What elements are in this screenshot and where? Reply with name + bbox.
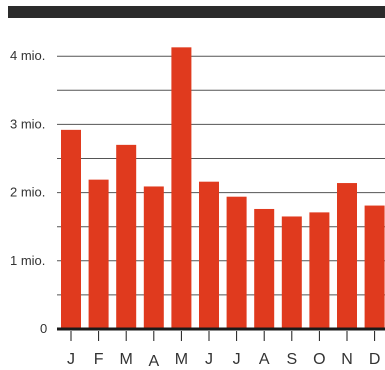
x-category-label-0: J [67,351,75,368]
x-category-label-7: A [259,351,270,368]
bar-6 [226,196,247,329]
bar-2 [116,144,137,329]
x-category-label-10: N [341,351,353,368]
bar-7 [254,208,275,329]
bar-9 [309,212,330,329]
bar-10 [337,183,357,329]
bar-5 [199,181,219,329]
gridlines [57,55,385,296]
y-tick-label-0: 0 [40,321,47,336]
axes [57,327,385,341]
x-category-label-1: F [94,351,104,368]
bar-11 [364,205,385,329]
x-category-label-5: J [205,351,213,368]
labels: 01 mio.2 mio.3 mio.4 mio.J F M A M J J A S O N D [10,48,380,370]
bar-0 [61,129,81,329]
x-category-label-9: O [313,351,325,368]
y-tick-label-2: 2 mio. [10,185,45,200]
y-tick-label-4: 4 mio. [10,48,45,63]
bars [61,47,385,330]
x-category-label-6: J [233,351,241,368]
bar-4 [171,47,192,330]
x-category-label-2: M [120,351,133,368]
x-category-label-3: A [148,353,159,370]
bar-3 [143,186,164,329]
y-tick-label-1: 1 mio. [10,253,45,268]
x-category-label-11: D [369,351,381,368]
y-tick-label-3: 3 mio. [10,116,45,131]
bar-1 [88,179,109,329]
header-bar [8,6,385,18]
x-category-label-4: M [175,351,188,368]
bar-8 [281,216,302,329]
x-category-label-8: S [286,351,297,368]
